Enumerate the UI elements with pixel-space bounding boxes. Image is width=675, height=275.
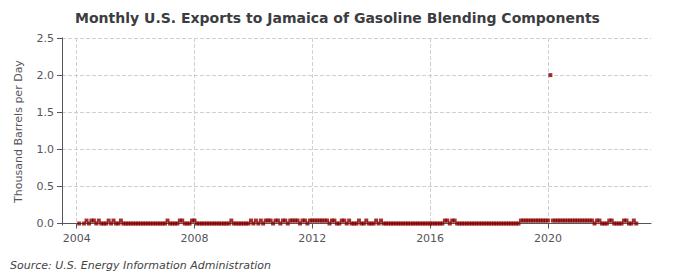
svg-text:2012: 2012 [298,232,326,245]
svg-text:0.5: 0.5 [37,180,55,193]
svg-text:1.5: 1.5 [37,106,55,119]
svg-text:2.5: 2.5 [37,32,55,45]
svg-text:Source: U.S. Energy Informatio: Source: U.S. Energy Information Administ… [10,259,271,272]
svg-text:2008: 2008 [181,232,209,245]
svg-text:1.0: 1.0 [37,143,55,156]
svg-text:Thousand Barrels per Day: Thousand Barrels per Day [12,60,25,204]
svg-text:2016: 2016 [416,232,444,245]
svg-text:2004: 2004 [63,232,91,245]
svg-text:2.0: 2.0 [37,69,55,82]
svg-text:Monthly U.S. Exports to Jamaic: Monthly U.S. Exports to Jamaica of Gasol… [75,10,600,26]
svg-text:2020: 2020 [534,232,562,245]
svg-text:0.0: 0.0 [37,217,55,230]
